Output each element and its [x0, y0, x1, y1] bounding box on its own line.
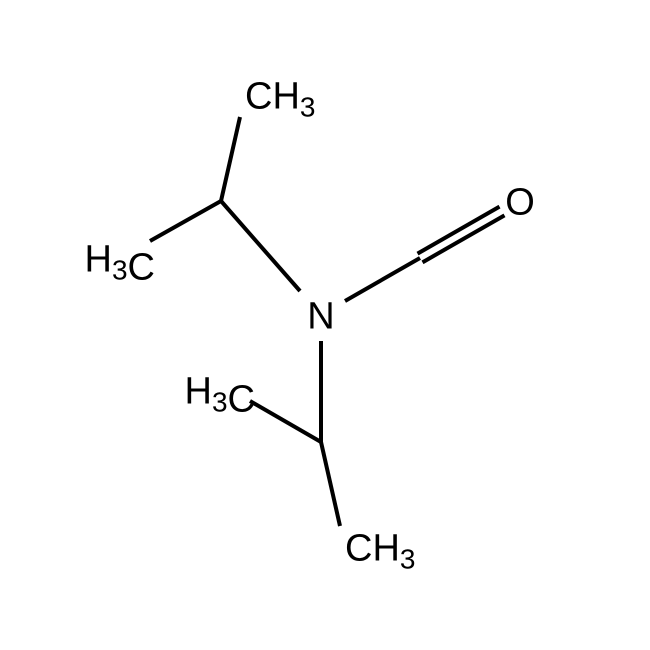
atom-O: O [505, 181, 535, 223]
molecule-diagram: N O H3C CH3 H3C CH3 [0, 0, 650, 650]
group-ch3-top-left: H3C [85, 238, 155, 288]
group-ch3-bot-left: H3C [185, 370, 255, 420]
group-ch3-top-right: CH3 [245, 75, 315, 122]
group-ch3-bot-right: CH3 [345, 527, 415, 574]
atom-N: N [307, 295, 334, 337]
